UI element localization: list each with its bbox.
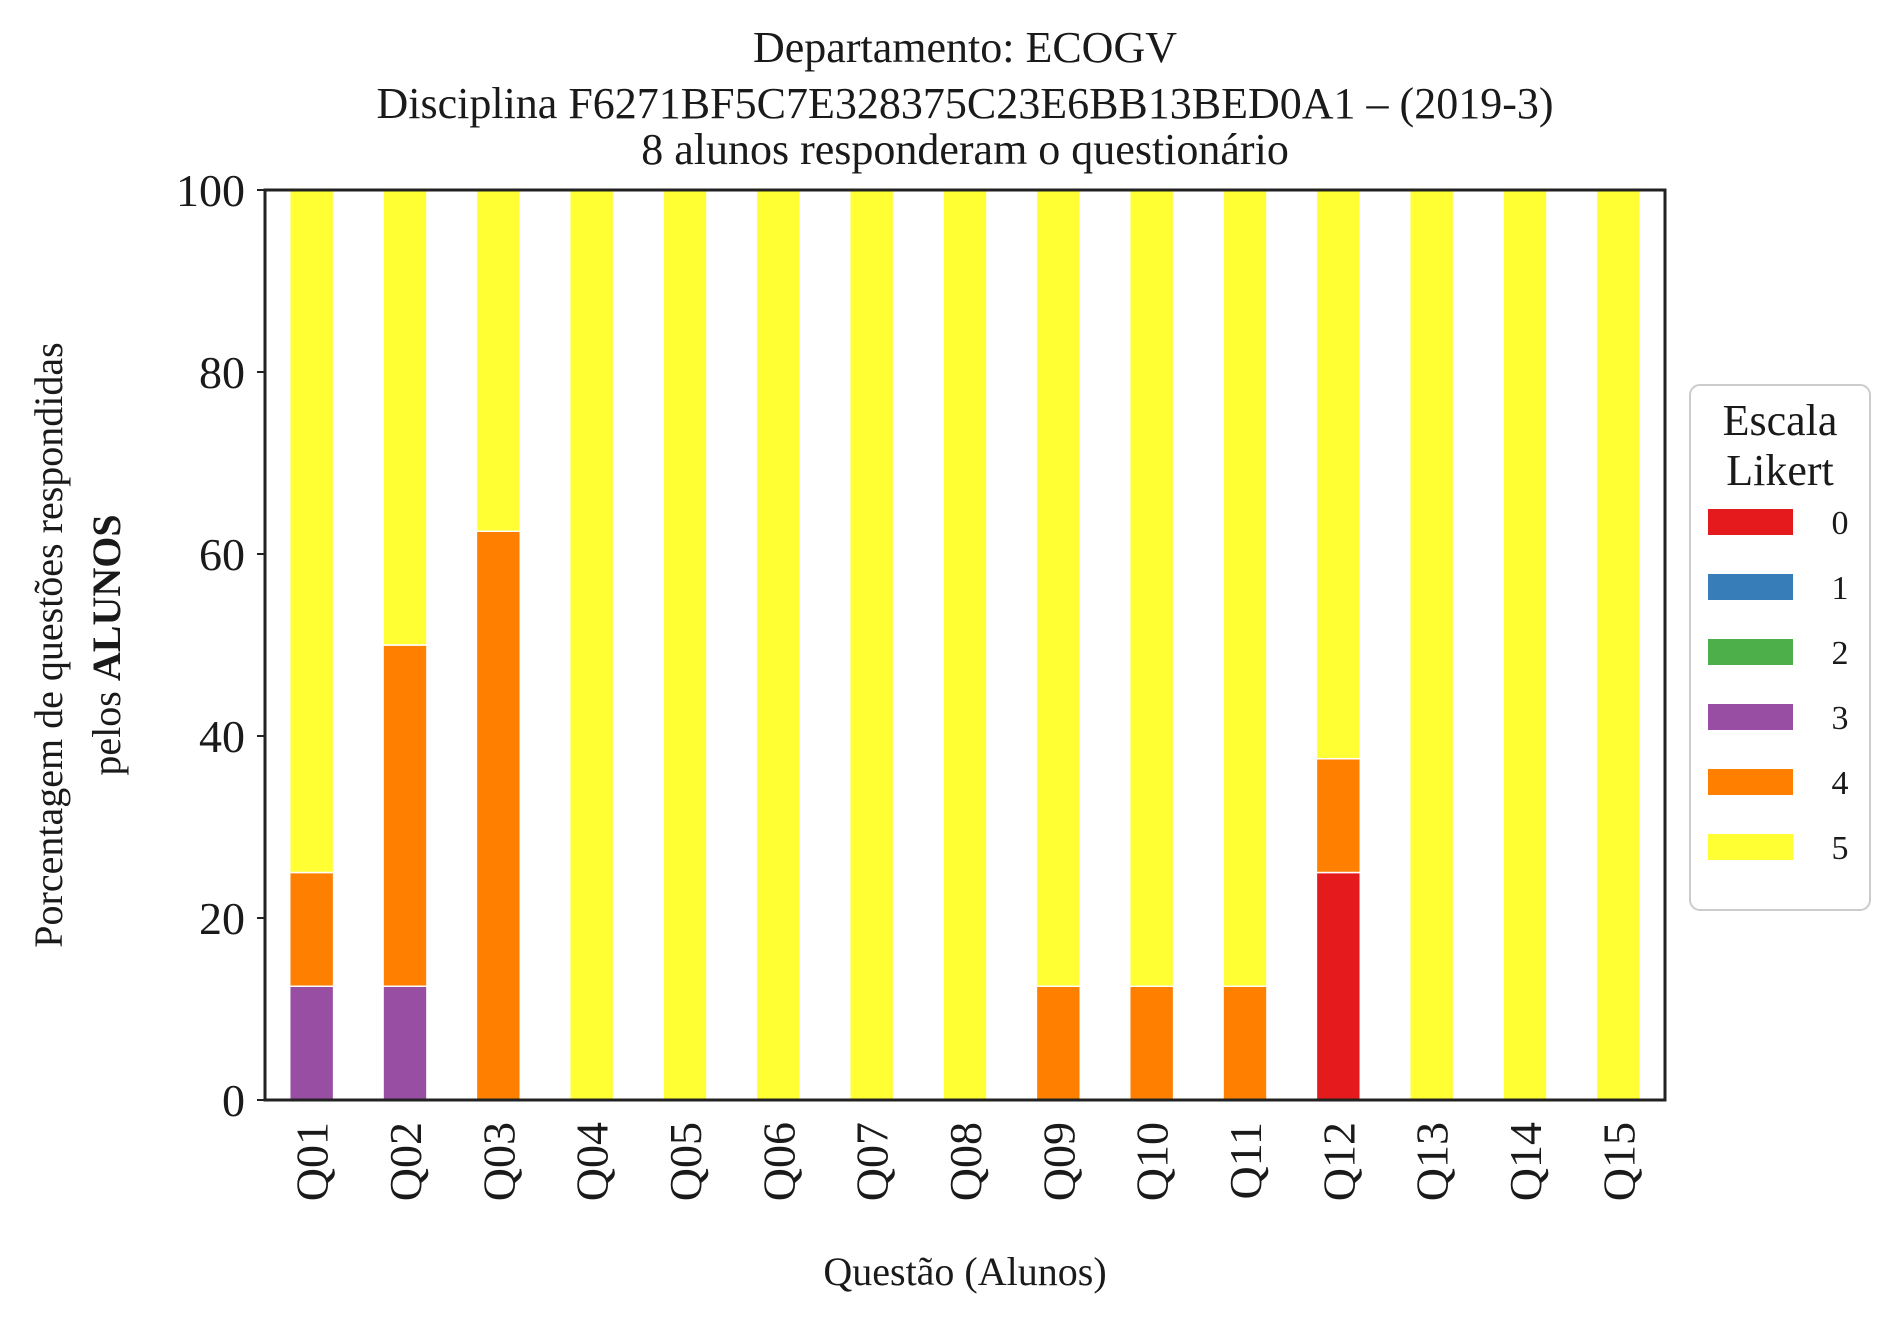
x-tick-label-q05: Q05: [660, 1122, 711, 1201]
x-tick-label-q14: Q14: [1500, 1122, 1551, 1201]
bar-segment-q11-likert-5: [1222, 189, 1268, 987]
legend-label-0: 0: [1832, 505, 1849, 542]
y-axis-label-line-1: Porcentagem de questões respondidas: [26, 342, 71, 947]
title-line-2: Disciplina F6271BF5C7E328375C23E6BB13BED…: [376, 79, 1553, 128]
x-tick-label-q07: Q07: [847, 1122, 898, 1201]
x-tick-label-q15: Q15: [1593, 1122, 1644, 1201]
x-tick-label-q01: Q01: [287, 1122, 338, 1201]
legend-swatch-5: [1708, 834, 1793, 860]
bars-layer: [288, 189, 1642, 1101]
title-line-1: Departamento: ECOGV: [753, 23, 1177, 72]
y-axis-label-prefix: pelos: [84, 681, 129, 775]
legend-label-3: 3: [1832, 700, 1849, 737]
bar-segment-q02-likert-3: [382, 985, 428, 1101]
bar-segment-q07-likert-5: [848, 189, 895, 1101]
legend-label-1: 1: [1832, 570, 1849, 607]
bar-segment-q01-likert-5: [288, 189, 335, 874]
x-tick-label-q10: Q10: [1127, 1122, 1178, 1201]
x-tick-label-q03: Q03: [473, 1122, 524, 1201]
bar-segment-q03-likert-4: [475, 530, 522, 1101]
bar-segment-q10-likert-4: [1128, 985, 1175, 1101]
legend-title-line-1: Escala: [1723, 396, 1838, 445]
y-axis-label-line-2: pelos ALUNOS: [84, 514, 129, 775]
x-tick-label-q02: Q02: [380, 1122, 431, 1201]
legend-swatch-3: [1708, 704, 1793, 730]
legend-swatch-2: [1708, 639, 1793, 665]
y-tick-label: 20: [199, 893, 245, 944]
x-tick-label-q04: Q04: [567, 1122, 618, 1201]
x-tick-label-q06: Q06: [753, 1122, 804, 1201]
x-tick-label-q12: Q12: [1313, 1122, 1364, 1201]
bar-segment-q02-likert-4: [382, 644, 428, 987]
legend-label-2: 2: [1832, 635, 1849, 672]
plot-frame: [263, 188, 1667, 1102]
bar-segment-q01-likert-3: [288, 985, 335, 1101]
legend-swatch-4: [1708, 769, 1793, 795]
y-tick-label: 0: [222, 1075, 245, 1126]
bar-segment-q12-likert-0: [1315, 871, 1362, 1101]
legend-label-4: 4: [1832, 765, 1849, 802]
bar-segment-q09-likert-5: [1035, 189, 1082, 987]
legend: Escala Likert 0 1 2 3 4 5: [1689, 384, 1871, 911]
bar-segment-q12-likert-4: [1315, 758, 1362, 874]
bar-segment-q14-likert-5: [1502, 189, 1548, 1101]
bar-segment-q02-likert-5: [382, 189, 428, 646]
y-axis-label-bold: ALUNOS: [84, 514, 129, 681]
bar-segment-q05-likert-5: [662, 189, 708, 1101]
y-tick-label: 40: [199, 711, 245, 762]
y-axis-label: Porcentagem de questões respondidas pelo…: [26, 342, 129, 947]
bar-segment-q13-likert-5: [1408, 189, 1455, 1101]
x-tick-label-q08: Q08: [940, 1122, 991, 1201]
bar-segment-q08-likert-5: [942, 189, 988, 1101]
legend-swatch-1: [1708, 574, 1793, 600]
bar-segment-q03-likert-5: [475, 189, 522, 532]
legend-title-line-2: Likert: [1726, 446, 1834, 495]
y-tick-label: 60: [199, 529, 245, 580]
x-axis-label: Questão (Alunos): [823, 1249, 1106, 1294]
bar-segment-q09-likert-4: [1035, 985, 1082, 1101]
y-tick-label: 100: [176, 165, 245, 216]
x-tick-label-q11: Q11: [1220, 1122, 1271, 1200]
x-axis-ticks: Q01 Q02 Q03 Q04 Q05 Q06 Q07 Q08 Q09 Q10 Q11 Q12 Q13 Q…: [287, 1122, 1645, 1201]
y-tick-label: 80: [199, 347, 245, 398]
bar-segment-q01-likert-4: [288, 871, 335, 987]
chart-title: Departamento: ECOGV Disciplina F6271BF5C…: [376, 23, 1553, 174]
x-tick-label-q09: Q09: [1033, 1122, 1084, 1201]
legend-swatch-0: [1708, 509, 1793, 535]
bar-segment-q15-likert-5: [1595, 189, 1642, 1101]
title-line-3: 8 alunos responderam o questionário: [641, 125, 1289, 174]
y-axis-ticks: 0 20 40 60 80 100: [176, 165, 265, 1126]
bar-segment-q10-likert-5: [1128, 189, 1175, 987]
legend-items: 0 1 2 3 4 5: [1708, 505, 1849, 867]
bar-segment-q04-likert-5: [568, 189, 615, 1101]
bar-segment-q12-likert-5: [1315, 189, 1362, 760]
legend-label-5: 5: [1832, 830, 1849, 867]
bar-segment-q11-likert-4: [1222, 985, 1268, 1101]
bar-segment-q06-likert-5: [755, 189, 802, 1101]
x-tick-label-q13: Q13: [1407, 1122, 1458, 1201]
